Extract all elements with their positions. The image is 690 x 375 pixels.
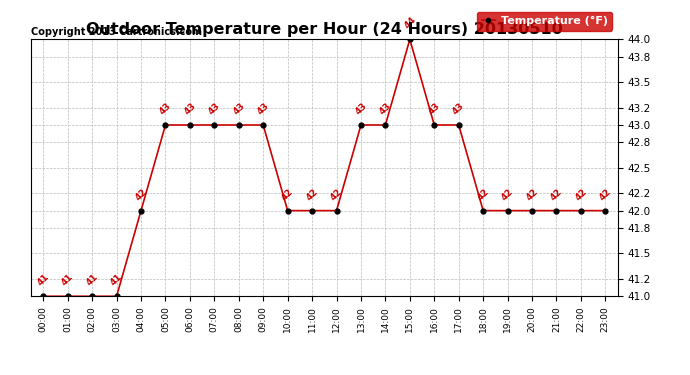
Text: 43: 43 [207,101,222,116]
Text: 42: 42 [304,187,319,202]
Text: 41: 41 [36,272,51,288]
Text: 41: 41 [109,272,124,288]
Text: 41: 41 [60,272,75,288]
Text: 43: 43 [426,101,442,116]
Text: 42: 42 [133,187,148,202]
Text: 42: 42 [573,187,589,202]
Text: 43: 43 [231,101,246,116]
Text: 43: 43 [377,101,393,116]
Text: 42: 42 [500,187,515,202]
Text: 42: 42 [329,187,344,202]
Text: 42: 42 [280,187,295,202]
Text: 43: 43 [182,101,197,116]
Text: 42: 42 [549,187,564,202]
Text: 43: 43 [451,101,466,116]
Text: 42: 42 [475,187,491,202]
Text: 42: 42 [524,187,540,202]
Text: 43: 43 [255,101,271,116]
Text: 42: 42 [598,187,613,202]
Title: Outdoor Temperature per Hour (24 Hours) 20130510: Outdoor Temperature per Hour (24 Hours) … [86,22,562,37]
Text: 44: 44 [402,15,417,31]
Text: Copyright 2013 Cartronics.com: Copyright 2013 Cartronics.com [31,27,202,37]
Text: 43: 43 [353,101,368,116]
Text: 41: 41 [84,272,100,288]
Legend: Temperature (°F): Temperature (°F) [477,12,612,30]
Text: 43: 43 [158,101,173,116]
